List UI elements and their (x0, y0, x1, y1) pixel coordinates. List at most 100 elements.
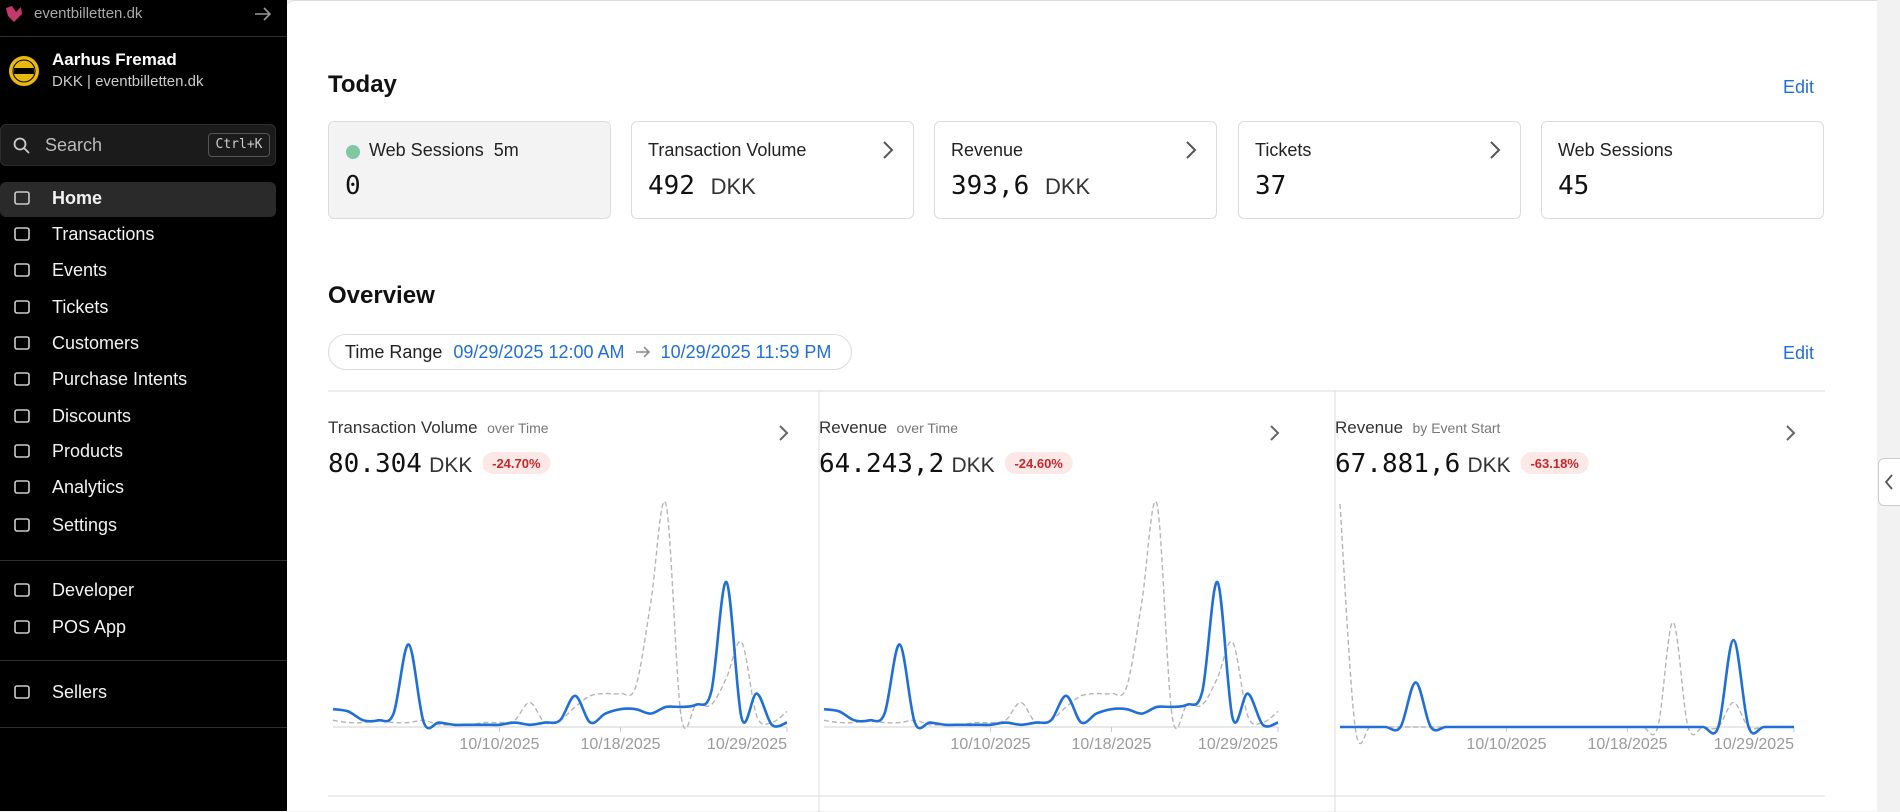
x-tick-label: 10/29/2025 (1714, 736, 1794, 753)
side-panel-tab[interactable] (1878, 458, 1900, 506)
x-tick-label: 10/10/2025 (459, 736, 539, 753)
nav-item[interactable]: Products (52, 441, 124, 461)
nav-item[interactable]: Analytics (52, 477, 125, 497)
nav-icon (14, 685, 30, 699)
nav-item[interactable]: Tickets (52, 297, 109, 317)
card-value: 0 (345, 171, 361, 201)
nav-item[interactable]: Events (52, 260, 108, 280)
nav-item[interactable]: Sellers (52, 682, 108, 702)
nav-item[interactable]: Home (52, 188, 103, 208)
chart-value-number: 67.881,6 (1335, 449, 1460, 479)
nav-icon (14, 480, 30, 494)
chart-title: Revenue by Event Start (1335, 418, 1501, 437)
x-tick-label: 10/18/2025 (1587, 736, 1667, 753)
chevron (779, 425, 789, 441)
edit-link[interactable]: Edit (1783, 77, 1815, 97)
nav-icon (14, 263, 30, 277)
search-shortcut: Ctrl+K (208, 133, 270, 157)
nav-item[interactable]: POS App (52, 617, 127, 637)
time-start: 09/29/2025 12:00 AM (453, 342, 625, 362)
section-title: Today (328, 71, 397, 98)
chart-subtitle: by Event Start (1413, 420, 1501, 436)
card-label: Web Sessions 5m (369, 140, 519, 161)
card-value: 37 (1255, 171, 1287, 201)
x-tick-label: 10/29/2025 (707, 736, 787, 753)
time-range-label: Time Range (345, 342, 443, 362)
card-value: 393,6 DKK (951, 171, 1090, 201)
nav-icon (14, 372, 30, 386)
search-placeholder: Search (45, 135, 103, 155)
nav-item[interactable]: Settings (52, 515, 118, 535)
nav-icon (14, 583, 30, 597)
chart-value: 80.304 DKK (328, 448, 472, 479)
org-name: Aarhus Fremad (52, 50, 177, 69)
nav-icon (14, 518, 30, 532)
chart-title: Revenue over Time (819, 418, 958, 437)
stat-card[interactable]: Tickets 37 (1238, 121, 1521, 219)
search-icon (13, 137, 30, 154)
stat-card[interactable]: Transaction Volume 492 DKK (631, 121, 914, 219)
nav-icon (14, 227, 30, 241)
x-tick-label: 10/10/2025 (950, 736, 1030, 753)
chevron (1186, 141, 1197, 159)
brand-icon (6, 6, 22, 22)
change-badge-bg (1520, 452, 1589, 474)
chevron (883, 141, 894, 159)
change-badge: -24.60% (1014, 456, 1063, 471)
card-label: Transaction Volume (648, 140, 807, 160)
nav-item[interactable]: Developer (52, 580, 135, 600)
card-number: 492 (648, 171, 695, 201)
section-title: Overview (328, 282, 435, 309)
nav-icon (14, 300, 30, 314)
nav-icon (14, 336, 30, 350)
series-line (1340, 638, 1794, 735)
time-range-pill[interactable]: Time Range 09/29/2025 12:00 AM 10/29/202… (328, 334, 852, 370)
chevron (1270, 425, 1280, 441)
nav-item[interactable]: Purchase Intents (52, 369, 188, 389)
nav-item[interactable]: Transactions (52, 224, 155, 244)
x-tick-label: 10/29/2025 (1198, 736, 1278, 753)
x-tick-label: 10/18/2025 (580, 736, 660, 753)
series-line (823, 580, 1279, 730)
chart-panel[interactable]: Revenue by Event Start 67.881,6 DKK -63.18… (1335, 418, 1796, 753)
live-dot (346, 145, 360, 159)
nav-item[interactable]: Discounts (52, 406, 132, 426)
nav-active-bg (0, 182, 276, 217)
chart-panel[interactable]: Transaction Volume over Time 80.304 DKK -2… (328, 418, 789, 753)
x-tick-label: 10/10/2025 (1466, 736, 1546, 753)
stat-card[interactable]: Revenue 393,6 DKK (934, 121, 1217, 219)
chart-value-number: 80.304 (328, 449, 422, 479)
card-value: 45 (1558, 171, 1590, 201)
sidebar: eventbilletten.dk Aarhus Fremad DKK | ev… (0, 0, 287, 811)
change-badge-bg (1004, 452, 1073, 474)
chart-value: 67.881,6 DKK (1335, 448, 1511, 479)
chart-title-text: Transaction Volume (328, 418, 478, 437)
collapse-button[interactable] (252, 5, 274, 23)
time-end: 10/29/2025 11:59 PM (660, 342, 832, 362)
main-panel: Today Edit Web Sessions 5m 0 Transaction… (287, 0, 1877, 812)
search-box[interactable]: Search Ctrl+K (0, 124, 276, 166)
chart-subtitle: over Time (487, 420, 549, 436)
chevron (1490, 141, 1501, 159)
series-line (332, 580, 788, 730)
series-line (823, 500, 1279, 730)
chart-title-text: Revenue (819, 418, 887, 437)
nav-item[interactable]: Customers (52, 333, 140, 353)
chart-value-unit: DKK (1467, 454, 1510, 477)
brand: eventbilletten.dk (34, 5, 143, 22)
stat-card: Web Sessions 45 (1541, 121, 1824, 219)
nav-icon (14, 191, 30, 205)
chart-value-unit: DKK (429, 454, 472, 477)
card-label: Web Sessions (1558, 140, 1673, 160)
nav-icon (14, 409, 30, 423)
card-label-text: Web Sessions (369, 140, 484, 160)
edit-link[interactable]: Edit (1783, 343, 1815, 363)
card-label: Tickets (1255, 140, 1312, 160)
card-value: 492 DKK (648, 171, 756, 201)
series-line (332, 500, 788, 730)
x-tick-label: 10/18/2025 (1071, 736, 1151, 753)
chart-panel[interactable]: Revenue over Time 64.243,2 DKK -24.60% 10/1… (819, 418, 1280, 753)
chart-value-number: 64.243,2 (819, 449, 944, 479)
chart-title-text: Revenue (1335, 418, 1403, 437)
